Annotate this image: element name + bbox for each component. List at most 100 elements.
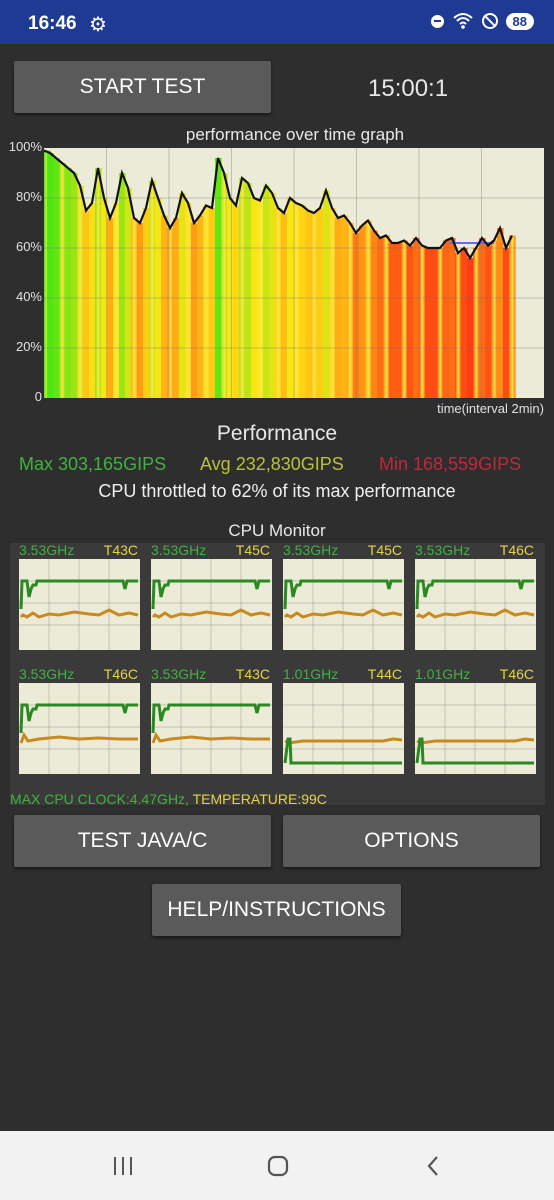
core-plot xyxy=(19,559,140,650)
core-frequency: 3.53GHz xyxy=(415,542,471,558)
performance-band xyxy=(365,220,372,398)
back-icon[interactable] xyxy=(424,1154,442,1178)
performance-band xyxy=(293,203,300,398)
cpu-core-monitor: 3.53GHz T43C xyxy=(19,542,140,650)
max-cpu-clock: MAX CPU CLOCK:4.47GHz, TEMPERATURE:99C xyxy=(10,791,327,807)
performance-band xyxy=(215,158,222,398)
performance-band xyxy=(299,205,306,398)
navigation-bar xyxy=(0,1131,554,1200)
core-frequency: 3.53GHz xyxy=(151,542,207,558)
help-instructions-button[interactable]: HELP/INSTRUCTIONS xyxy=(152,884,401,936)
core-frequency-line xyxy=(19,703,138,734)
core-temperature-line xyxy=(151,731,270,744)
performance-band xyxy=(227,198,234,398)
performance-band xyxy=(395,243,402,398)
performance-band xyxy=(491,240,498,398)
wifi-icon xyxy=(452,13,473,29)
core-frequency-line xyxy=(415,737,534,765)
performance-band xyxy=(269,193,276,398)
min-performance: Min 168,559GIPS xyxy=(379,454,522,474)
performance-band xyxy=(419,245,426,398)
performance-band xyxy=(65,168,72,398)
status-bar: 16:46 ⚙ 88 xyxy=(0,0,554,44)
max-temperature-text: TEMPERATURE:99C xyxy=(192,791,327,807)
start-test-button[interactable]: START TEST xyxy=(14,61,271,113)
core-frequency-line xyxy=(151,703,270,734)
core-frequency-line xyxy=(415,579,534,610)
performance-band xyxy=(347,223,354,398)
recent-apps-icon[interactable] xyxy=(112,1155,134,1177)
gear-icon: ⚙ xyxy=(89,14,107,36)
core-temperature-line xyxy=(19,731,138,744)
graph-title: performance over time graph xyxy=(185,125,405,144)
core-temperature-line xyxy=(415,608,535,619)
x-axis-label: time(interval 2min) xyxy=(437,401,544,416)
performance-band xyxy=(113,203,120,398)
core-frequency: 3.53GHz xyxy=(283,542,339,558)
performance-band xyxy=(233,205,240,398)
max-performance: Max 303,165GIPS xyxy=(19,454,167,474)
options-button[interactable]: OPTIONS xyxy=(283,815,540,867)
cpu-monitor-panel: 3.53GHz T43C 3.53GHz T45C 3.53GHz T45C 3.53GHz… xyxy=(10,542,545,805)
battery-icon: 88 xyxy=(505,12,534,30)
performance-band xyxy=(245,183,252,398)
core-temperature-line xyxy=(284,737,403,745)
performance-line xyxy=(44,149,513,261)
performance-band xyxy=(83,210,90,398)
core-temperature: T43C xyxy=(103,542,138,558)
core-plot xyxy=(151,559,272,650)
performance-band xyxy=(467,258,474,398)
performance-band xyxy=(317,208,324,398)
performance-band xyxy=(413,238,420,398)
performance-band xyxy=(437,248,444,398)
performance-title: Performance xyxy=(216,422,338,445)
performance-band xyxy=(239,178,246,398)
core-frequency: 1.01GHz xyxy=(283,666,339,682)
core-plot xyxy=(283,559,404,650)
core-temperature: T46C xyxy=(103,666,138,682)
performance-band xyxy=(503,248,510,398)
core-frequency-line xyxy=(283,579,402,610)
core-frequency-line xyxy=(19,579,138,610)
performance-band xyxy=(485,245,492,398)
performance-band xyxy=(359,225,366,398)
home-icon[interactable] xyxy=(266,1154,290,1178)
performance-band xyxy=(461,248,468,398)
test-java-c-button[interactable]: TEST JAVA/C xyxy=(14,815,271,867)
performance-band xyxy=(95,168,102,398)
performance-band xyxy=(473,248,480,398)
core-plot xyxy=(415,559,536,650)
performance-band xyxy=(335,218,342,398)
performance-band xyxy=(71,173,78,398)
performance-band xyxy=(59,163,66,398)
core-plot xyxy=(19,683,140,774)
performance-band xyxy=(329,208,336,398)
max-clock-text: MAX CPU CLOCK:4.47GHz, xyxy=(10,791,189,807)
performance-band xyxy=(479,238,486,398)
performance-band xyxy=(383,235,390,398)
performance-band xyxy=(155,198,162,398)
test-timer: 15:00:1 xyxy=(368,75,449,102)
performance-band xyxy=(443,240,450,398)
performance-band xyxy=(191,223,198,398)
performance-band xyxy=(101,198,108,398)
core-frequency: 3.53GHz xyxy=(19,666,75,682)
performance-band xyxy=(53,158,60,398)
y-tick-60: 60% xyxy=(15,239,42,254)
performance-band xyxy=(161,215,168,398)
performance-band xyxy=(341,215,348,398)
core-temperature: T46C xyxy=(499,666,534,682)
performance-band xyxy=(257,200,264,398)
core-temperature: T46C xyxy=(499,542,534,558)
performance-band xyxy=(323,190,330,398)
performance-band xyxy=(371,230,378,398)
performance-band xyxy=(143,208,150,398)
performance-band xyxy=(47,153,54,398)
performance-band xyxy=(425,248,432,398)
y-tick-0: 0 xyxy=(34,389,42,404)
performance-band xyxy=(203,205,210,398)
performance-band xyxy=(179,193,186,398)
performance-band xyxy=(221,173,228,398)
cpu-core-monitor: 3.53GHz T46C xyxy=(415,542,536,650)
performance-band xyxy=(311,213,318,398)
